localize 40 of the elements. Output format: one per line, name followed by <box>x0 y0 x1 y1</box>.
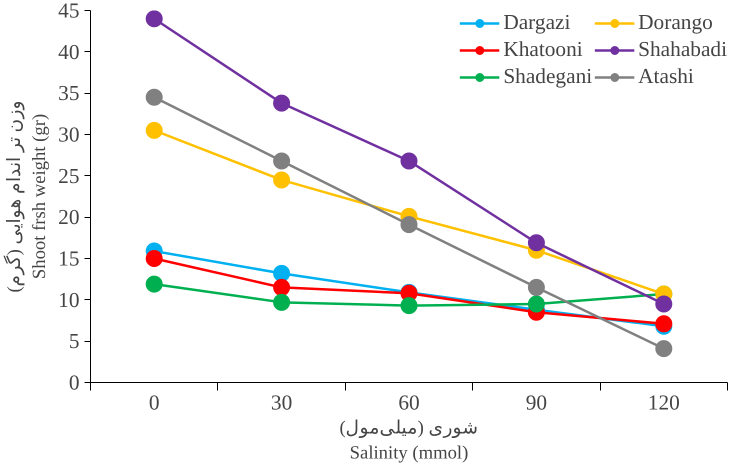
legend-label: Atashi <box>638 64 694 89</box>
x-tick-label: 30 <box>270 390 292 414</box>
point <box>146 122 163 139</box>
legend-label: Shadegani <box>503 64 592 89</box>
y-tick-label: 30 <box>58 122 80 146</box>
point <box>146 88 163 106</box>
legend-label: Dargazi <box>503 10 570 35</box>
x-tick-label: 120 <box>648 390 680 414</box>
x-tick-label: 0 <box>148 390 160 414</box>
point <box>146 276 163 293</box>
y-tick-label: 5 <box>68 329 80 354</box>
x-tick-label: 90 <box>526 390 548 414</box>
y-tick-label: 25 <box>58 164 80 188</box>
legend-label: Khatooni <box>503 37 583 62</box>
point <box>528 278 545 296</box>
point <box>273 278 290 296</box>
y-tick-label: 20 <box>58 205 80 230</box>
y-tick-label: 40 <box>58 40 80 64</box>
point <box>146 250 163 267</box>
point <box>400 152 418 170</box>
point <box>400 216 418 234</box>
y-tick-label: 35 <box>58 81 80 106</box>
y-tick-label: 15 <box>58 246 80 270</box>
point <box>273 171 290 188</box>
y-tick-label: 0 <box>68 370 80 394</box>
y-tick-label: 10 <box>58 288 80 312</box>
legend-label: Shahabadi <box>638 37 727 62</box>
y-tick-label: 45 <box>58 0 80 22</box>
point <box>528 234 545 252</box>
point <box>146 10 163 28</box>
point <box>655 340 672 358</box>
point <box>528 295 545 312</box>
point <box>273 152 290 170</box>
x-tick-label: 60 <box>398 390 420 414</box>
point <box>273 294 290 311</box>
point <box>273 264 290 282</box>
point <box>655 295 672 312</box>
point <box>273 94 290 112</box>
legend-label: Dorango <box>638 10 713 35</box>
point <box>400 297 418 314</box>
